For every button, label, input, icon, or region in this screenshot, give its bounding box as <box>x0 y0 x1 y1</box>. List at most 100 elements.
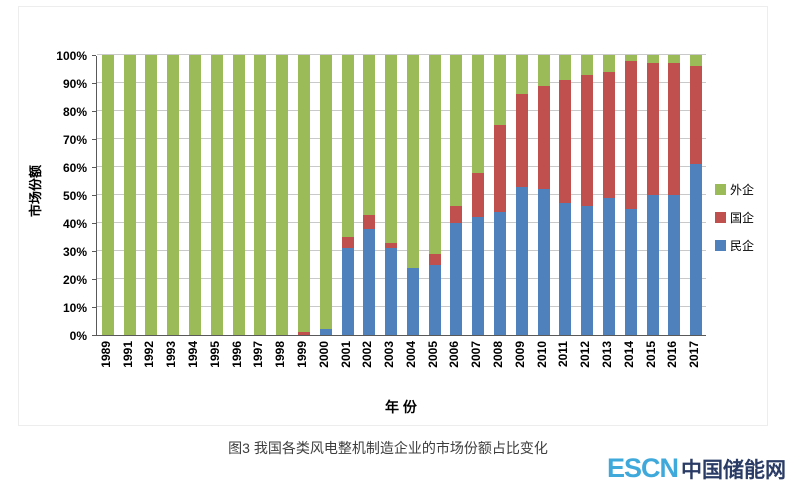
bar-segment-民企-2007 <box>472 217 485 335</box>
gridline-80 <box>97 110 706 111</box>
bar-segment-民企-2014 <box>624 209 637 335</box>
bar-segment-外企-2000 <box>319 55 332 330</box>
x-tick-label-1993: 1993 <box>164 341 179 368</box>
bar-segment-外企-1993 <box>167 55 180 335</box>
x-tick-label-2000: 2000 <box>316 341 331 368</box>
bar-segment-外企-2009 <box>515 55 528 95</box>
bar-segment-外企-2016 <box>668 55 681 64</box>
bar-2002 <box>363 55 376 335</box>
bar-segment-民企-2003 <box>385 248 398 335</box>
bar-2005 <box>428 55 441 335</box>
bar-1992 <box>145 55 158 335</box>
bar-2015 <box>646 55 659 335</box>
x-tick-label-2002: 2002 <box>360 341 375 368</box>
x-tick-label-2005: 2005 <box>425 341 440 368</box>
y-tick-label-60: 60% <box>62 161 87 175</box>
bar-2004 <box>406 55 419 335</box>
bar-1989 <box>101 55 114 335</box>
gridline-20 <box>97 278 706 279</box>
x-tick-label-1992: 1992 <box>142 341 157 368</box>
x-tick-label-1999: 1999 <box>294 341 309 368</box>
bar-1997 <box>254 55 267 335</box>
bar-segment-外企-1998 <box>276 55 289 335</box>
stacked-bar-chart: 市场份额 0% 10% 20% 30% 40% 50% 60% 70% 80% 90% 100% 1… <box>18 6 768 426</box>
bar-segment-外企-2007 <box>472 55 485 173</box>
bar-2016 <box>668 55 681 335</box>
bar-segment-民企-2008 <box>494 211 507 335</box>
x-tick-label-1995: 1995 <box>207 341 222 368</box>
bar-segment-外企-1999 <box>297 55 310 333</box>
bar-1996 <box>232 55 245 335</box>
bar-segment-民企-2006 <box>450 223 463 335</box>
bar-segment-外企-2013 <box>602 55 615 72</box>
bar-segment-外企-1994 <box>189 55 202 335</box>
bar-2010 <box>537 55 550 335</box>
bar-2006 <box>450 55 463 335</box>
bar-2017 <box>690 55 703 335</box>
bar-2011 <box>559 55 572 335</box>
x-tick-label-2007: 2007 <box>469 341 484 368</box>
bar-segment-外企-1997 <box>254 55 267 335</box>
x-tick-label-2009: 2009 <box>512 341 527 368</box>
bar-segment-民企-2000 <box>319 329 332 335</box>
bar-segment-外企-2012 <box>581 55 594 75</box>
y-axis-ticks: 0% 10% 20% 30% 40% 50% 60% 70% 80% 90% 100% <box>19 49 96 343</box>
x-tick-label-2003: 2003 <box>382 341 397 368</box>
bar-segment-国企-1999 <box>297 332 310 335</box>
gridline-10 <box>97 306 706 307</box>
bar-2012 <box>581 55 594 335</box>
gridline-60 <box>97 166 706 167</box>
chart-legend: 外企 国企 民企 <box>715 181 754 265</box>
x-axis-ticks: 1989 1991 1992 1993 1994 1995 1996 1997 1998 1999… <box>96 338 706 396</box>
bar-2009 <box>515 55 528 335</box>
x-tick-label-2015: 2015 <box>643 341 658 368</box>
bar-2014 <box>624 55 637 335</box>
y-tick-mark-0 <box>92 335 96 336</box>
bar-segment-国企-2016 <box>668 63 681 195</box>
bar-segment-民企-2013 <box>602 197 615 335</box>
bar-segment-外企-2015 <box>646 55 659 64</box>
bar-segment-外企-2006 <box>450 55 463 207</box>
bar-1995 <box>210 55 223 335</box>
legend-swatch-民企 <box>715 240 726 251</box>
bar-segment-外企-2011 <box>559 55 572 81</box>
bar-1993 <box>167 55 180 335</box>
y-tick-mark-30 <box>92 251 96 252</box>
bar-segment-国企-2009 <box>515 94 528 187</box>
bar-segment-国企-2006 <box>450 206 463 223</box>
bar-segment-外企-1992 <box>145 55 158 335</box>
bar-segment-民企-2010 <box>537 189 550 335</box>
bar-2008 <box>494 55 507 335</box>
bar-segment-国企-2011 <box>559 80 572 204</box>
y-tick-label-10: 10% <box>62 301 87 315</box>
legend-swatch-国企 <box>715 212 726 223</box>
x-tick-label-2006: 2006 <box>447 341 462 368</box>
bar-segment-国企-2012 <box>581 74 594 207</box>
x-tick-label-2013: 2013 <box>599 341 614 368</box>
bar-2000 <box>319 55 332 335</box>
x-tick-label-2017: 2017 <box>687 341 702 368</box>
bar-segment-外企-2017 <box>690 55 703 67</box>
bar-segment-外企-1989 <box>101 55 114 335</box>
logo-text-latin: ESCN <box>606 453 679 483</box>
x-tick-label-2004: 2004 <box>403 341 418 368</box>
bar-segment-外企-2010 <box>537 55 550 86</box>
bar-segment-外企-2003 <box>385 55 398 243</box>
legend-item-民企: 民企 <box>715 237 754 254</box>
legend-label-外企: 外企 <box>730 183 755 197</box>
y-tick-label-20: 20% <box>62 273 87 287</box>
y-tick-label-90: 90% <box>62 77 87 91</box>
logo-text-cn: 中国储能网 <box>681 459 786 482</box>
y-tick-mark-80 <box>92 111 96 112</box>
x-tick-label-2016: 2016 <box>665 341 680 368</box>
bar-segment-外企-1995 <box>210 55 223 335</box>
y-tick-mark-50 <box>92 195 96 196</box>
y-tick-mark-20 <box>92 279 96 280</box>
bar-segment-国企-2010 <box>537 85 550 190</box>
gridline-50 <box>97 194 706 195</box>
y-tick-mark-40 <box>92 223 96 224</box>
bar-segment-外企-2004 <box>406 55 419 268</box>
y-tick-label-80: 80% <box>62 105 87 119</box>
x-tick-label-1989: 1989 <box>98 341 113 368</box>
